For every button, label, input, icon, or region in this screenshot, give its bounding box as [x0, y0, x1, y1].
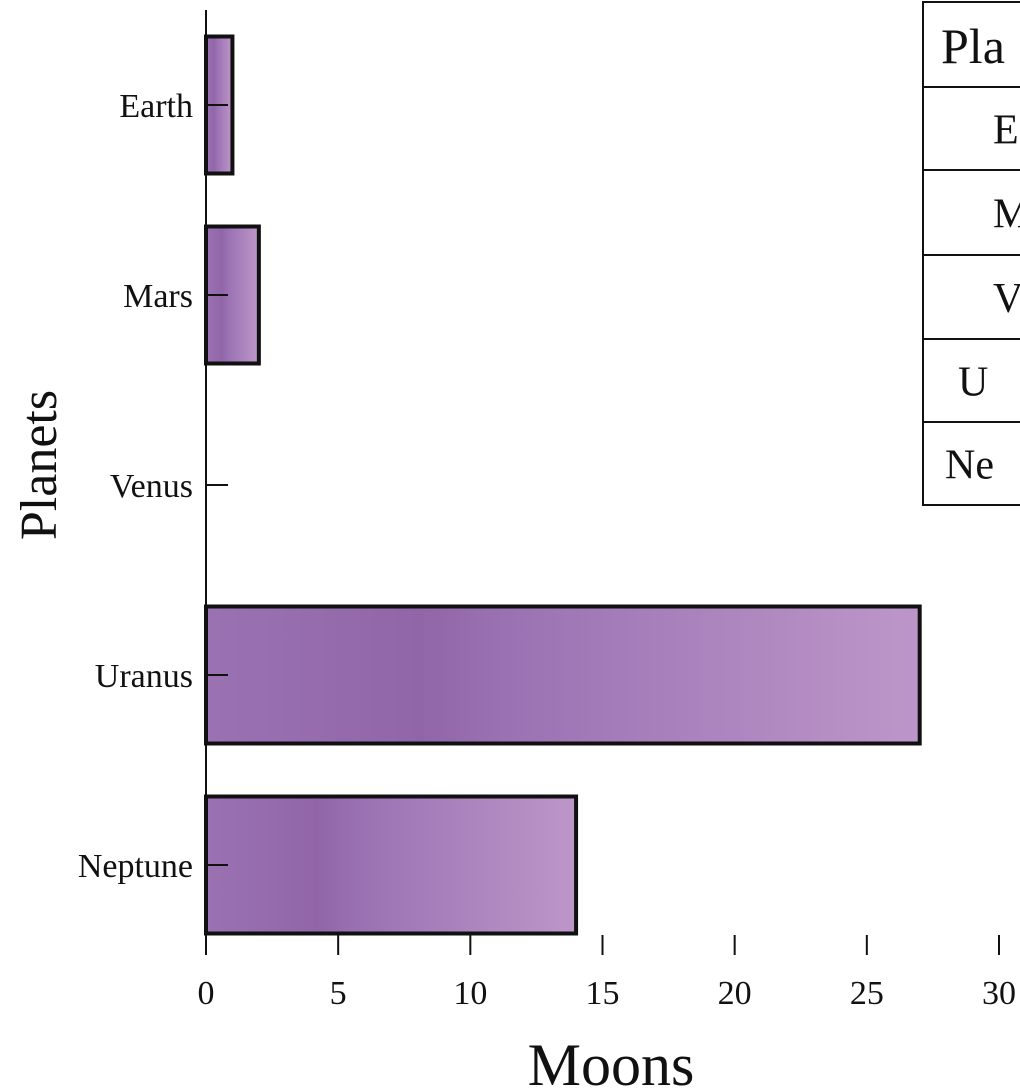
- labels-layer: Earth Mars Venus Uranus Neptune 0 5 10 15 20 25 30: [78, 88, 1016, 1012]
- y-tick-label-uranus: Uranus: [95, 658, 193, 695]
- table-cell: V: [993, 276, 1020, 322]
- table-cell: M: [993, 192, 1020, 238]
- x-tick-label-20: 20: [718, 975, 752, 1012]
- table-cell: Ne: [945, 443, 994, 489]
- y-tick-label-earth: Earth: [119, 88, 193, 125]
- table-cell: U: [958, 360, 988, 406]
- table-cell: E: [993, 108, 1019, 154]
- x-axis-title: Moons: [528, 1032, 695, 1091]
- x-tick-label-15: 15: [586, 975, 620, 1012]
- x-tick-label-25: 25: [850, 975, 884, 1012]
- bar-uranus: [204, 604, 922, 746]
- x-tick-label-10: 10: [453, 975, 487, 1012]
- y-tick-label-mars: Mars: [123, 278, 193, 315]
- table-header-cell: Pla: [941, 18, 1005, 74]
- bars-layer: [204, 34, 922, 936]
- y-tick-label-neptune: Neptune: [78, 848, 193, 885]
- bar-neptune: [204, 794, 579, 936]
- y-tick-label-venus: Venus: [110, 468, 193, 505]
- axes-layer: [205, 10, 1000, 955]
- y-axis-title: Planets: [11, 390, 68, 540]
- x-tick-label-5: 5: [330, 975, 347, 1012]
- table-border: [922, 1, 1020, 506]
- x-tick-label-30: 30: [982, 975, 1016, 1012]
- x-tick-label-0: 0: [198, 975, 215, 1012]
